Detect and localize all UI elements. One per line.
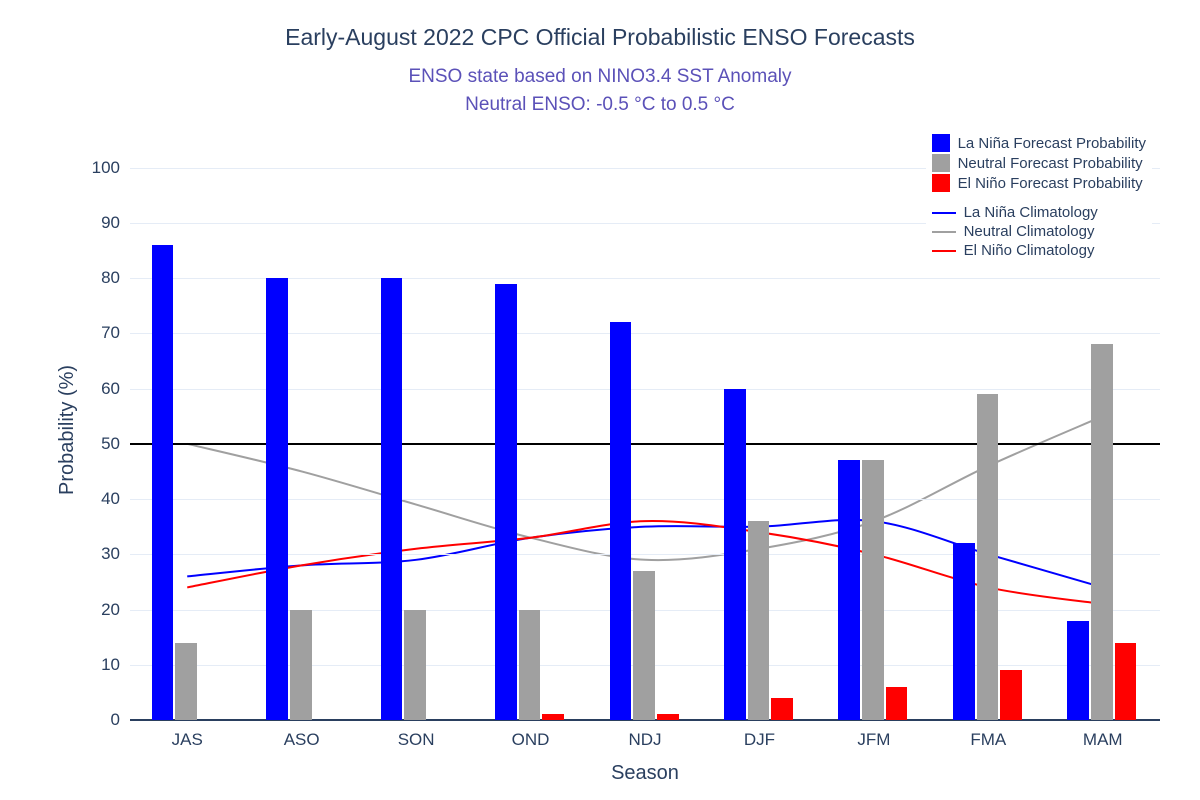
- legend-label: La Niña Forecast Probability: [958, 135, 1146, 152]
- climatology-line: [187, 416, 1103, 560]
- legend-item: Neutral Forecast Probability: [932, 154, 1146, 172]
- x-axis-label: Season: [611, 762, 679, 785]
- legend-label: Neutral Climatology: [964, 223, 1095, 240]
- legend-swatch: [932, 134, 950, 152]
- x-tick-label: ASO: [284, 720, 320, 750]
- x-tick-label: NDJ: [628, 720, 661, 750]
- x-tick-label: SON: [398, 720, 435, 750]
- legend-line-swatch: [932, 212, 956, 214]
- legend-item: La Niña Climatology: [932, 204, 1146, 221]
- legend-item: El Niño Climatology: [932, 242, 1146, 259]
- x-tick-label: OND: [512, 720, 550, 750]
- bar: [610, 322, 632, 720]
- legend-line-swatch: [932, 250, 956, 252]
- bar: [886, 687, 908, 720]
- bar: [977, 394, 999, 720]
- legend-label: Neutral Forecast Probability: [958, 155, 1143, 172]
- bar: [657, 714, 679, 720]
- bar: [495, 284, 517, 720]
- bar: [838, 460, 860, 720]
- bar: [381, 278, 403, 720]
- x-tick-label: DJF: [744, 720, 775, 750]
- y-tick-label: 100: [92, 158, 130, 178]
- enso-forecast-chart: Early-August 2022 CPC Official Probabili…: [0, 0, 1200, 800]
- bar: [1091, 344, 1113, 720]
- x-tick-label: MAM: [1083, 720, 1123, 750]
- x-tick-label: JFM: [857, 720, 890, 750]
- y-tick-label: 70: [101, 323, 130, 343]
- y-tick-label: 90: [101, 213, 130, 233]
- bar: [862, 460, 884, 720]
- legend: La Niña Forecast Probability Neutral Fore…: [926, 128, 1152, 265]
- y-tick-label: 80: [101, 268, 130, 288]
- x-tick-label: FMA: [970, 720, 1006, 750]
- bar: [724, 389, 746, 720]
- bar: [266, 278, 288, 720]
- y-tick-label: 40: [101, 489, 130, 509]
- legend-item: El Niño Forecast Probability: [932, 174, 1146, 192]
- legend-label: La Niña Climatology: [964, 204, 1098, 221]
- x-tick-label: JAS: [172, 720, 203, 750]
- bar: [953, 543, 975, 720]
- bar: [1115, 643, 1137, 720]
- bar: [519, 610, 541, 720]
- bar: [1000, 670, 1022, 720]
- bar: [404, 610, 426, 720]
- y-tick-label: 0: [111, 710, 130, 730]
- legend-swatch: [932, 154, 950, 172]
- legend-label: El Niño Climatology: [964, 242, 1095, 259]
- chart-subtitle-1: ENSO state based on NINO3.4 SST Anomaly: [0, 66, 1200, 88]
- bar: [633, 571, 655, 720]
- bar: [175, 643, 197, 720]
- y-axis-label: Probability (%): [56, 365, 79, 495]
- bar: [771, 698, 793, 720]
- legend-line-swatch: [932, 231, 956, 233]
- legend-label: El Niño Forecast Probability: [958, 175, 1143, 192]
- bar: [1067, 621, 1089, 720]
- y-tick-label: 20: [101, 600, 130, 620]
- chart-title: Early-August 2022 CPC Official Probabili…: [0, 24, 1200, 51]
- y-tick-label: 60: [101, 379, 130, 399]
- bar: [542, 714, 564, 720]
- legend-item: Neutral Climatology: [932, 223, 1146, 240]
- y-tick-label: 50: [101, 434, 130, 454]
- bar: [748, 521, 770, 720]
- chart-subtitle-2: Neutral ENSO: -0.5 °C to 0.5 °C: [0, 94, 1200, 116]
- y-tick-label: 10: [101, 655, 130, 675]
- y-tick-label: 30: [101, 544, 130, 564]
- bar: [290, 610, 312, 720]
- bar: [152, 245, 174, 720]
- legend-item: La Niña Forecast Probability: [932, 134, 1146, 152]
- legend-swatch: [932, 174, 950, 192]
